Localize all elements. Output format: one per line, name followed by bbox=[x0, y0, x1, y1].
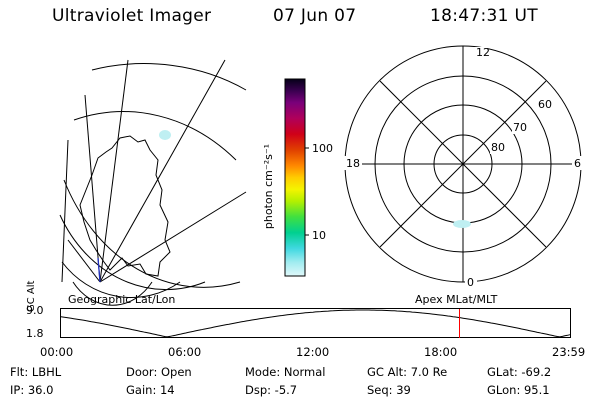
lat-arc bbox=[61, 261, 181, 299]
mode-info: Mode: Normal bbox=[245, 365, 326, 379]
gc-alt-frame bbox=[60, 308, 571, 338]
time-label: 18:47:31 UT bbox=[430, 6, 538, 26]
xtick-18-00: 18:00 bbox=[424, 345, 458, 359]
lat-arc bbox=[63, 179, 241, 288]
meridian bbox=[99, 59, 226, 283]
lat-arc bbox=[72, 281, 153, 306]
mlt-label-6: 6 bbox=[574, 157, 581, 170]
colorbar-gradient bbox=[284, 78, 306, 277]
aurora-patch bbox=[159, 130, 171, 140]
xtick-00-00: 00:00 bbox=[40, 345, 74, 359]
gc-alt-info: GC Alt: 7.0 Re bbox=[367, 365, 448, 379]
instrument-title: Ultraviolet Imager bbox=[52, 6, 212, 26]
lat-arc bbox=[91, 63, 247, 91]
xtick-06-00: 06:00 bbox=[168, 345, 202, 359]
date-label: 07 Jun 07 bbox=[273, 6, 357, 26]
seq-info: Seq: 39 bbox=[367, 383, 411, 397]
glat-info: GLat: -69.2 bbox=[487, 365, 552, 379]
aurora-patch bbox=[453, 220, 471, 228]
gc-alt-plot bbox=[60, 308, 571, 338]
apex-map-label: Apex MLat/MLT bbox=[415, 293, 498, 306]
mlt-line-diag2 bbox=[379, 80, 547, 248]
gc-alt-curve bbox=[60, 309, 571, 338]
pole-marker bbox=[97, 257, 101, 283]
continent-outline bbox=[79, 135, 171, 277]
gain-info: Gain: 14 bbox=[126, 383, 175, 397]
lat-label-80: 80 bbox=[491, 141, 505, 154]
meridian bbox=[61, 139, 69, 283]
ip-info: IP: 36.0 bbox=[10, 383, 54, 397]
lat-label-60: 60 bbox=[538, 98, 552, 111]
mlt-label-0: 0 bbox=[467, 276, 474, 289]
mlt-label-18: 18 bbox=[346, 157, 360, 170]
meridian bbox=[67, 239, 101, 283]
colorbar-tick-label-10: 10 bbox=[312, 229, 326, 242]
meridian bbox=[99, 59, 129, 283]
meridian bbox=[99, 191, 247, 283]
xtick-23-59: 23:59 bbox=[552, 345, 586, 359]
dsp-info: Dsp: -5.7 bbox=[245, 383, 298, 397]
xtick-12-00: 12:00 bbox=[296, 345, 330, 359]
glon-info: GLon: 95.1 bbox=[487, 383, 550, 397]
geographic-map-label: Geographic Lat/Lon bbox=[68, 293, 176, 306]
mlt-label-12: 12 bbox=[476, 46, 490, 59]
gc-alt-ytick-high: 9.0 bbox=[26, 304, 44, 317]
colorbar-tick-label-100: 100 bbox=[312, 142, 333, 155]
lat-arc bbox=[73, 111, 237, 161]
lat-label-70: 70 bbox=[513, 121, 527, 134]
lat-arc bbox=[59, 214, 206, 291]
filter-info: Flt: LBHL bbox=[10, 365, 62, 379]
gc-alt-ytick-low: 1.8 bbox=[26, 327, 44, 340]
colorbar bbox=[284, 78, 309, 277]
door-info: Door: Open bbox=[126, 365, 192, 379]
meridian bbox=[84, 94, 101, 283]
